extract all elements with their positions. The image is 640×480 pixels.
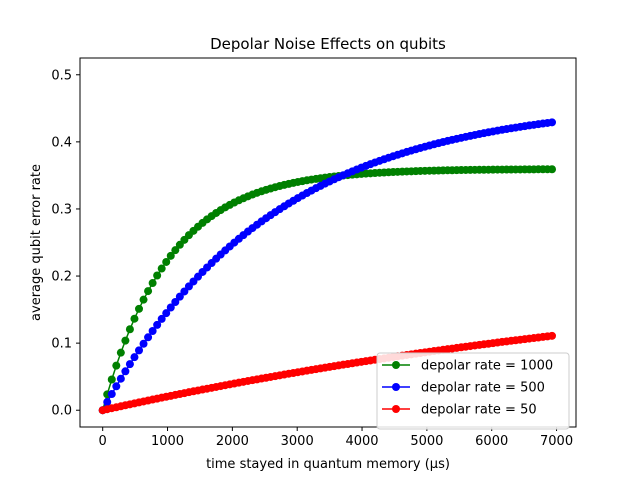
y-tick-label: 0.4 [51, 135, 72, 150]
x-tick-label: 6000 [475, 434, 508, 449]
data-point [548, 331, 557, 340]
legend-item: depolar rate = 500 [382, 381, 545, 396]
series-layer [98, 118, 557, 415]
series-0 [98, 165, 557, 415]
data-point [548, 118, 557, 127]
x-tick-label: 7000 [540, 434, 573, 449]
data-point [112, 382, 121, 391]
legend-marker [392, 405, 400, 413]
data-point [157, 264, 166, 273]
x-axis-ticks: 0 1000 2000 3000 4000 5000 6000 7000 [99, 427, 573, 449]
data-point [144, 287, 153, 296]
legend-box [376, 352, 570, 430]
x-axis-label: time stayed in quantum memory (µs) [206, 457, 450, 472]
legend: depolar rate = 1000 depolar rate = 500 dep… [376, 352, 570, 430]
data-point [107, 375, 116, 384]
data-point [103, 398, 112, 407]
data-point [153, 271, 162, 280]
x-tick-label: 4000 [345, 434, 378, 449]
data-point [166, 303, 175, 312]
data-point [125, 325, 134, 334]
y-axis-label: average qubit error rate [29, 164, 44, 321]
data-point [112, 361, 121, 370]
legend-label: depolar rate = 500 [421, 381, 545, 396]
y-tick-label: 0.5 [51, 68, 72, 83]
data-point [130, 314, 139, 323]
data-point [162, 309, 171, 318]
data-point [180, 287, 189, 296]
data-point [548, 165, 557, 174]
data-point [175, 292, 184, 301]
legend-label: depolar rate = 50 [421, 403, 537, 418]
y-tick-label: 0.2 [51, 270, 72, 285]
data-point [135, 304, 143, 313]
y-tick-label: 0.3 [51, 202, 72, 217]
data-point [171, 246, 180, 255]
x-tick-label: 0 [99, 434, 107, 449]
data-point [125, 360, 134, 369]
y-tick-label: 0.0 [51, 404, 72, 419]
x-tick-label: 1000 [151, 434, 184, 449]
axes-frame [79, 57, 577, 428]
data-point [139, 295, 148, 304]
data-point [148, 326, 157, 335]
legend-item: depolar rate = 1000 [382, 359, 553, 374]
y-tick-label: 0.1 [51, 337, 72, 352]
chart-title: Depolar Noise Effects on qubits [210, 35, 446, 53]
y-axis-ticks: 0.0 0.1 0.2 0.3 0.4 0.5 [51, 68, 80, 419]
data-point [171, 298, 180, 307]
data-point [121, 336, 130, 345]
data-point [153, 320, 162, 329]
data-point [107, 390, 116, 399]
data-point [116, 374, 125, 383]
data-point [166, 251, 175, 260]
x-tick-label: 2000 [216, 434, 249, 449]
data-point [162, 257, 171, 266]
data-point [139, 339, 148, 348]
data-point [135, 346, 143, 355]
data-point [157, 314, 166, 323]
series-2 [98, 331, 557, 415]
data-point [148, 279, 157, 288]
legend-label: depolar rate = 1000 [421, 359, 553, 374]
data-point [121, 367, 130, 376]
x-tick-label: 3000 [281, 434, 314, 449]
data-point [144, 333, 153, 342]
legend-marker [392, 383, 400, 391]
legend-marker [392, 361, 400, 369]
x-tick-label: 5000 [410, 434, 443, 449]
data-point [116, 348, 125, 357]
data-point [130, 353, 139, 362]
legend-item: depolar rate = 50 [382, 403, 537, 418]
series-1 [98, 118, 557, 415]
